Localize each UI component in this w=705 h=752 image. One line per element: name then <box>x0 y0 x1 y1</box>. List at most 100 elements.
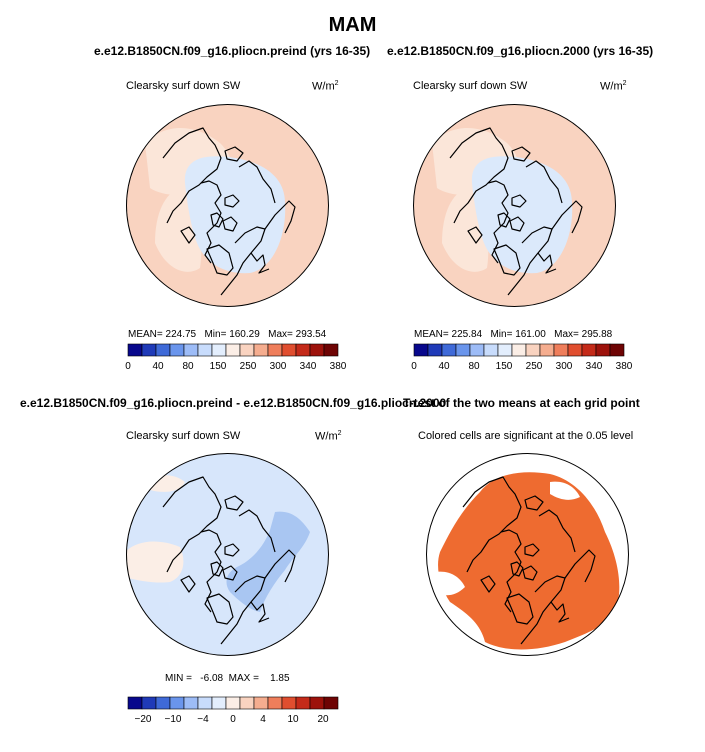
panel2-coastline-0 <box>449 127 509 224</box>
panel3-coastline-11 <box>180 575 196 593</box>
panel3-coastline-0 <box>162 476 222 573</box>
panel1-colorbar-box-4 <box>183 343 199 357</box>
panel4-coastlines <box>462 476 596 645</box>
panel2-colorbar-box-7 <box>511 343 527 357</box>
panel1-variable-label: Clearsky surf down SW <box>126 80 241 92</box>
panel1-max-value: 293.54 <box>295 329 327 340</box>
panel1-coastlines <box>162 127 296 296</box>
panel4-coastline-10 <box>524 495 544 511</box>
panel1-colorbar-tick-label: 250 <box>240 361 257 372</box>
panel3-max-label: MAX = <box>228 673 259 684</box>
panel3-units: W/m2 <box>315 430 342 443</box>
panel1-colorbar-box-11 <box>281 343 297 357</box>
panel1-units: W/m2 <box>312 80 339 93</box>
panel2-units: W/m2 <box>600 80 627 93</box>
panel2-mean-label: MEAN= <box>414 329 449 340</box>
panel2-colorbar-box-4 <box>469 343 485 357</box>
panel1-colorbar-boxes <box>127 343 339 357</box>
panel1-colorbar-box-12 <box>295 343 311 357</box>
panel1-colorbar-tick-label: 0 <box>125 361 131 372</box>
panel4-coastline-5 <box>506 593 534 625</box>
panel3-coastline-3 <box>222 565 238 581</box>
panel1-polar-map <box>126 104 329 307</box>
panel1-coastline-3 <box>222 216 238 232</box>
panel3-polar-map <box>126 453 329 656</box>
panel2-colorbar-tick-label: 300 <box>556 361 573 372</box>
panel2-colorbar-tick-label: 80 <box>468 361 480 372</box>
panel2-colorbar-box-9 <box>539 343 555 357</box>
panel1-colorbar-tick-label: 40 <box>152 361 164 372</box>
panel2-polar-map <box>413 104 616 307</box>
panel3-units-exponent: 2 <box>337 430 342 437</box>
panel2-mean-value: 225.84 <box>451 329 483 340</box>
panel4-coastline-3 <box>522 565 538 581</box>
panel3-stats: MIN = -6.08 MAX = 1.85 <box>165 673 290 684</box>
panel3-colorbar-box-0 <box>127 696 143 710</box>
panel2-field <box>413 104 616 307</box>
panel1-coastline-8 <box>264 200 296 234</box>
panel3-variable-label: Clearsky surf down SW <box>126 430 241 442</box>
panel2-map-boundary <box>413 104 616 307</box>
panel1-colorbar-box-7 <box>225 343 241 357</box>
panel2-coastlines <box>449 127 583 296</box>
panel3-coastline-2 <box>210 561 224 577</box>
panel1-colorbar-box-1 <box>141 343 157 357</box>
panel1-colorbar-box-10 <box>267 343 283 357</box>
panel1-colorbar-box-3 <box>169 343 185 357</box>
panel2-colorbar-tick-label: 0 <box>411 361 417 372</box>
panel3-max-value: 1.85 <box>270 673 290 684</box>
panel2-coastline-4 <box>511 194 527 208</box>
panel2-colorbar-box-11 <box>567 343 583 357</box>
panel2-coastline-5 <box>493 244 521 276</box>
panel4-significance-label: Colored cells are significant at the 0.0… <box>418 430 634 442</box>
panel2-max-value: 295.88 <box>581 329 613 340</box>
panel3-region-nordic-barents-negative <box>226 511 310 612</box>
panel3-colorbar-box-6 <box>211 696 227 710</box>
panel3-colorbar-box-14 <box>323 696 339 710</box>
panel2-units-exponent: 2 <box>622 80 627 87</box>
panel3-colorbar-box-7 <box>225 696 241 710</box>
panel4-coastline-6 <box>520 575 566 645</box>
panel1-colorbar-tick-label: 300 <box>270 361 287 372</box>
panel2-colorbar-box-13 <box>595 343 611 357</box>
panel2-colorbar-tick-label: 380 <box>616 361 633 372</box>
panel3-colorbar-box-4 <box>183 696 199 710</box>
panel2-colorbar-tick-label: 40 <box>438 361 450 372</box>
panel2-min-label: Min= <box>490 329 513 340</box>
panel3-colorbar-box-9 <box>253 696 269 710</box>
panel4-field <box>426 453 629 656</box>
panel1-coastline-4 <box>224 194 240 208</box>
panel3-colorbar-boxes <box>127 696 339 710</box>
panel4-coastline-11 <box>480 575 496 593</box>
panel1-colorbar-tick-labels: 0 40 80 150 250 300 340 380 <box>125 361 347 372</box>
panel1-field <box>126 104 329 307</box>
panel1-stats: MEAN= 224.75 Min= 160.29 Max= 293.54 <box>128 329 326 340</box>
panel1-coastline-1 <box>200 180 222 264</box>
panel3-colorbar-tick-label: −4 <box>197 714 209 725</box>
panel1-coastline-10 <box>224 146 244 162</box>
panel3-coastline-7 <box>250 601 270 623</box>
panel2-colorbar-tick-label: 150 <box>496 361 513 372</box>
panel1-colorbar-tick-label: 80 <box>182 361 194 372</box>
panel1-colorbar-box-14 <box>323 343 339 357</box>
panel1-min-value: 160.29 <box>229 329 260 340</box>
panel1-max-label: Max= <box>268 329 293 340</box>
panel1-colorbar-box-13 <box>309 343 325 357</box>
panel2-colorbar-tick-labels: 0 40 80 150 250 300 340 380 <box>411 361 633 372</box>
panel2-colorbar-box-8 <box>525 343 541 357</box>
panel3-colorbar-tick-labels: −20 −10 −4 0 4 10 20 <box>135 714 329 725</box>
panel3-coastline-5 <box>206 593 234 625</box>
panel1-mean-value: 224.75 <box>165 329 197 340</box>
panel2-colorbar-box-1 <box>427 343 443 357</box>
panel4-coastline-7 <box>550 601 570 623</box>
panel1-coastline-2 <box>210 212 224 228</box>
panel3-colorbar-tick-label: 10 <box>287 714 299 725</box>
panel4-significant-cells <box>438 472 620 650</box>
panel2-coastline-7 <box>537 252 557 274</box>
panel1-colorbar-tick-label: 380 <box>330 361 347 372</box>
panel4-run-title: T-test of the two means at each grid poi… <box>403 396 640 410</box>
panel3-colorbar-box-10 <box>267 696 283 710</box>
panel4-coastline-0 <box>462 476 522 573</box>
panel3-run-title: e.e12.B1850CN.f09_g16.pliocn.preind - e.… <box>20 396 447 410</box>
panel2-coastline-8 <box>551 200 583 234</box>
